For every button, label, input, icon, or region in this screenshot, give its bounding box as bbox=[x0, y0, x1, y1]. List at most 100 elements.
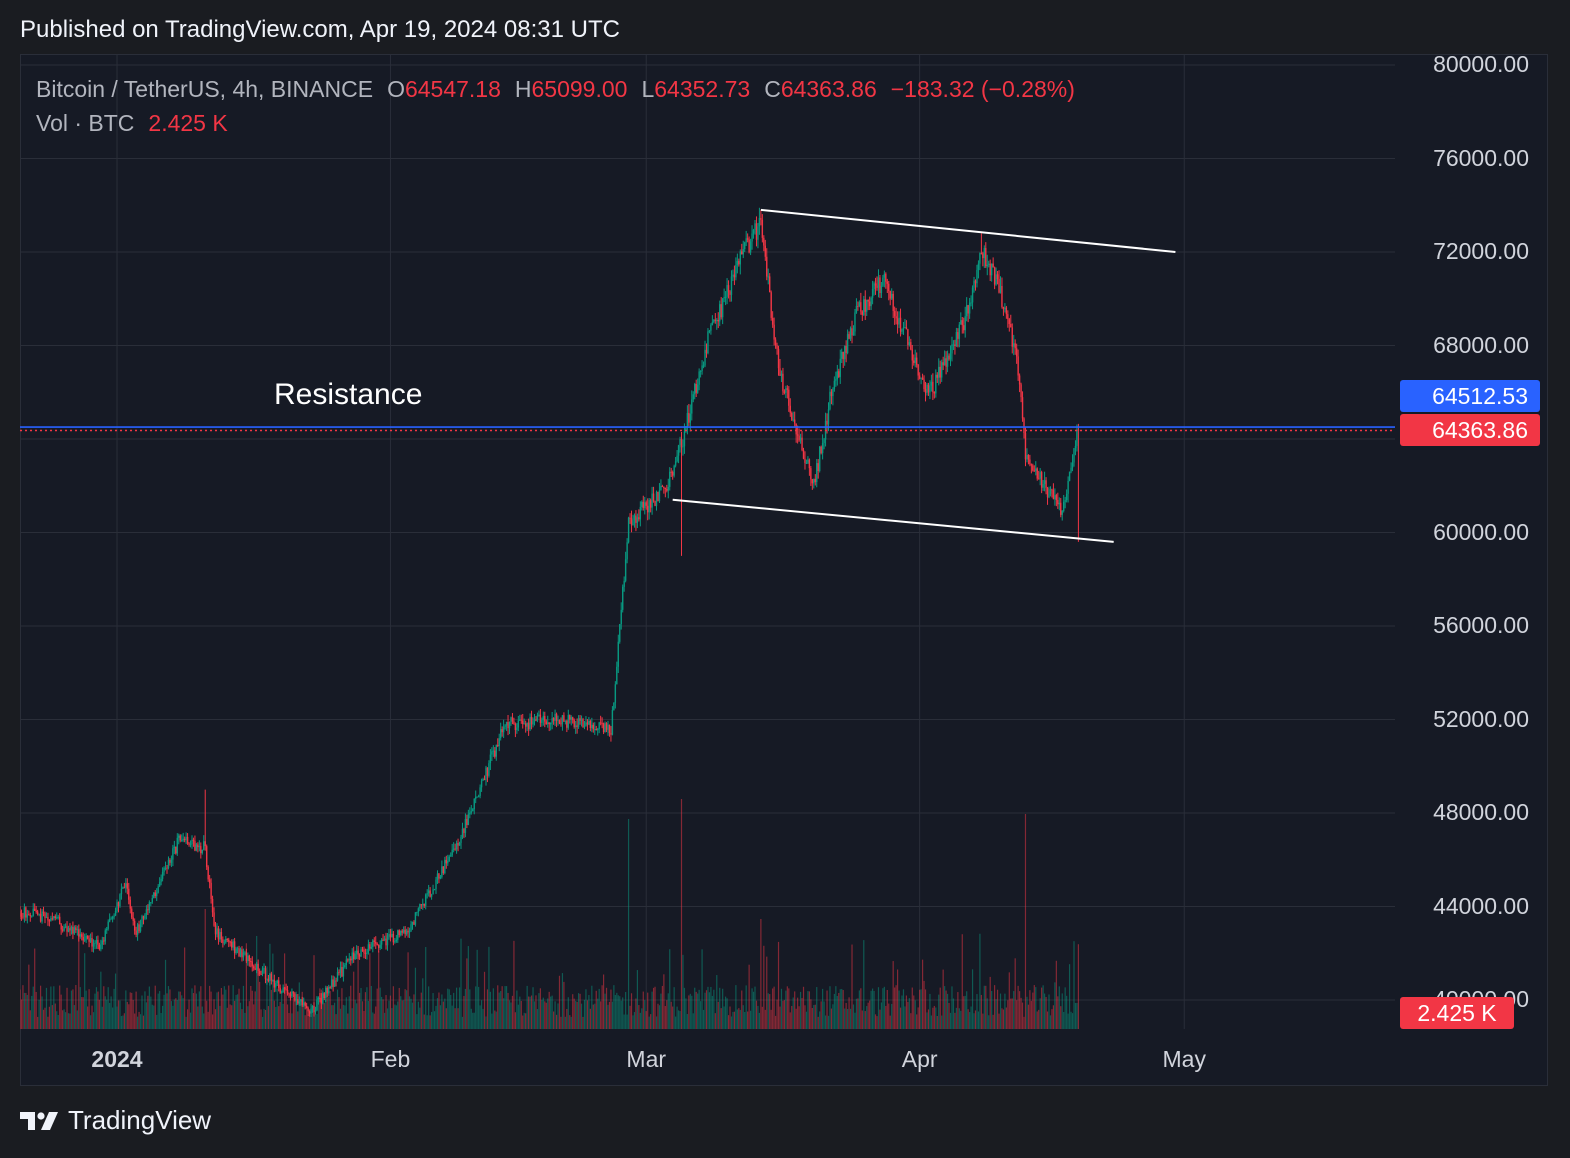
candle bbox=[1052, 483, 1055, 500]
volume-bar bbox=[855, 998, 858, 1029]
candle bbox=[131, 906, 133, 920]
candle bbox=[698, 368, 700, 391]
candle bbox=[599, 715, 602, 726]
volume-bar bbox=[904, 1006, 906, 1029]
candle bbox=[32, 903, 34, 917]
candle bbox=[44, 911, 46, 924]
y-tick-label: 76000.00 bbox=[1433, 144, 1529, 171]
candle bbox=[594, 722, 596, 735]
volume-bar bbox=[451, 1005, 453, 1029]
volume-bar bbox=[536, 1009, 539, 1029]
candle bbox=[166, 864, 168, 874]
volume-bar bbox=[78, 935, 80, 1029]
volume-bar bbox=[951, 986, 953, 1029]
candle bbox=[810, 466, 812, 486]
candle bbox=[793, 411, 796, 427]
candle bbox=[547, 715, 549, 728]
candle bbox=[477, 794, 480, 798]
volume-bar bbox=[20, 999, 23, 1029]
volume-bar bbox=[41, 996, 43, 1029]
volume-bar bbox=[622, 997, 624, 1029]
volume-bar bbox=[886, 989, 888, 1029]
candle bbox=[108, 913, 111, 923]
volume-bar bbox=[898, 990, 900, 1029]
volume-bar bbox=[695, 991, 697, 1029]
candle bbox=[611, 706, 614, 736]
candle bbox=[666, 484, 668, 493]
candle bbox=[680, 432, 683, 556]
candle bbox=[671, 470, 674, 480]
candle bbox=[867, 299, 869, 311]
volume-bar bbox=[445, 1008, 447, 1029]
volume-bar bbox=[210, 991, 212, 1029]
volume-bar bbox=[361, 1001, 364, 1029]
volume-bar bbox=[558, 975, 561, 1029]
candle bbox=[1026, 448, 1028, 463]
volume-bar bbox=[955, 1007, 957, 1029]
volume-bar bbox=[988, 1015, 990, 1029]
volume-bar bbox=[383, 1012, 386, 1029]
volume-bar bbox=[310, 1009, 312, 1029]
volume-bar bbox=[112, 1007, 114, 1029]
volume-bar bbox=[472, 1012, 474, 1029]
volume-bar bbox=[448, 989, 450, 1029]
volume-bar bbox=[73, 1005, 75, 1029]
volume-bar bbox=[942, 969, 944, 1029]
candle bbox=[354, 950, 356, 960]
volume-bar bbox=[1010, 998, 1012, 1029]
legend-volume-row: Vol · BTC 2.425 K bbox=[36, 106, 1075, 140]
volume-bars bbox=[20, 799, 1079, 1029]
candle bbox=[407, 927, 409, 938]
candle bbox=[282, 984, 284, 993]
volume-bar bbox=[358, 992, 361, 1029]
resistance-annotation[interactable]: Resistance bbox=[274, 378, 423, 411]
candle bbox=[866, 299, 868, 317]
volume-bar bbox=[222, 994, 224, 1029]
volume-bar bbox=[658, 1005, 661, 1029]
candle bbox=[420, 904, 423, 909]
candle bbox=[185, 832, 187, 845]
candle bbox=[219, 928, 221, 942]
volume-bar bbox=[579, 993, 581, 1029]
candle bbox=[294, 991, 296, 1002]
volume-bar bbox=[675, 1016, 677, 1029]
candle bbox=[539, 708, 542, 727]
candle bbox=[1061, 509, 1063, 521]
volume-bar bbox=[370, 985, 372, 1029]
volume-bar bbox=[874, 1014, 877, 1029]
channel-line-lower[interactable] bbox=[672, 498, 1114, 543]
volume-bar bbox=[927, 1009, 930, 1029]
candle bbox=[888, 280, 890, 301]
legend-symbol[interactable]: Bitcoin / TetherUS, 4h, BINANCE bbox=[36, 76, 374, 102]
price-chart[interactable] bbox=[20, 54, 1548, 1086]
candle bbox=[940, 359, 943, 382]
volume-bar bbox=[611, 1001, 614, 1029]
volume-bar bbox=[560, 1016, 562, 1029]
legend-volume-label[interactable]: Vol · BTC bbox=[36, 110, 135, 136]
candle bbox=[1067, 476, 1069, 503]
candle bbox=[921, 373, 924, 380]
candle bbox=[154, 890, 156, 899]
candle bbox=[1073, 448, 1075, 467]
candle bbox=[455, 840, 458, 854]
candle bbox=[372, 939, 374, 953]
candle bbox=[444, 856, 446, 875]
volume-bar bbox=[763, 945, 765, 1029]
volume-bar bbox=[576, 1001, 578, 1029]
channel-line-upper[interactable] bbox=[760, 208, 1176, 253]
volume-bar bbox=[970, 1006, 972, 1029]
volume-bar bbox=[1060, 1006, 1062, 1029]
volume-bar bbox=[503, 998, 505, 1029]
candle bbox=[1077, 423, 1080, 542]
volume-bar bbox=[482, 1008, 484, 1029]
candle bbox=[573, 718, 575, 729]
tradingview-brand[interactable]: TradingView bbox=[20, 1105, 211, 1136]
candle bbox=[35, 905, 37, 914]
volume-bar bbox=[958, 1008, 960, 1029]
candle bbox=[1042, 479, 1044, 491]
candle bbox=[964, 306, 966, 338]
volume-bar bbox=[239, 1002, 242, 1029]
candle bbox=[20, 909, 23, 921]
candle bbox=[144, 913, 146, 921]
candle bbox=[907, 328, 909, 350]
